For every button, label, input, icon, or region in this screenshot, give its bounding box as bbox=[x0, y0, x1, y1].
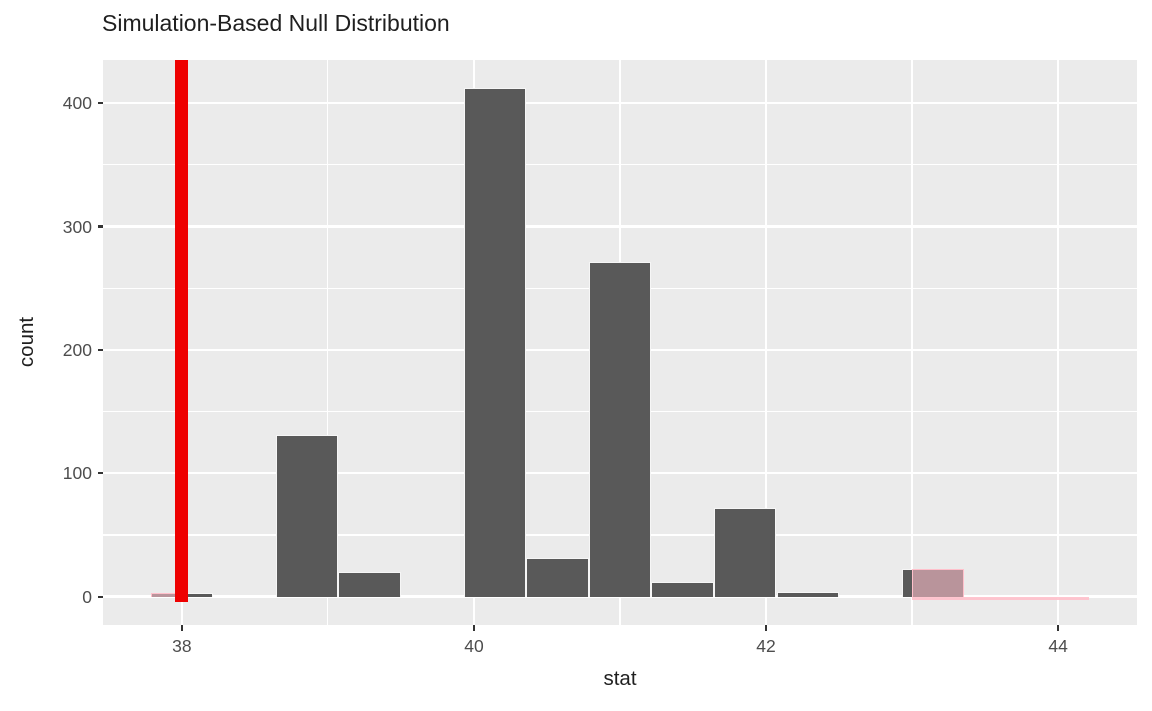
gridline-minor-vertical bbox=[327, 60, 329, 625]
shade-baseline-right bbox=[912, 597, 1090, 600]
x-axis-tick-mark bbox=[180, 625, 183, 631]
histogram-bar bbox=[713, 507, 777, 597]
x-axis-title: stat bbox=[603, 667, 637, 690]
gridline-major-vertical bbox=[764, 60, 768, 625]
y-axis-tick-mark bbox=[97, 225, 103, 228]
x-tick-label: 38 bbox=[172, 636, 192, 656]
chart-title: Simulation-Based Null Distribution bbox=[102, 10, 450, 36]
y-axis-tick-mark bbox=[97, 472, 103, 475]
x-axis-tick-mark bbox=[1057, 625, 1060, 631]
p-value-shade-overlay bbox=[912, 569, 965, 597]
gridline-major-vertical bbox=[1056, 60, 1060, 625]
gridline-major-horizontal bbox=[103, 595, 1137, 598]
histogram-bar bbox=[526, 558, 589, 597]
observed-stat-line bbox=[175, 60, 189, 602]
histogram-bar bbox=[776, 591, 840, 597]
histogram-bar bbox=[651, 581, 714, 597]
y-axis-tick-mark bbox=[97, 595, 103, 598]
y-tick-label: 0 bbox=[82, 586, 92, 607]
histogram-bar bbox=[338, 571, 401, 597]
gridline-major-horizontal bbox=[103, 225, 1137, 228]
y-tick-label: 400 bbox=[62, 93, 92, 114]
y-tick-label: 300 bbox=[62, 216, 92, 237]
y-axis-title: count bbox=[15, 316, 38, 368]
gridline-major-horizontal bbox=[103, 101, 1137, 105]
x-tick-label: 44 bbox=[1048, 636, 1068, 656]
x-tick-label: 42 bbox=[756, 636, 776, 656]
x-tick-label: 40 bbox=[464, 636, 484, 656]
gridline-minor-horizontal bbox=[103, 164, 1137, 166]
y-tick-label: 200 bbox=[62, 339, 92, 360]
y-tick-label: 100 bbox=[62, 463, 92, 484]
x-axis-tick-mark bbox=[472, 625, 476, 631]
plot-panel bbox=[103, 60, 1137, 625]
histogram-bar bbox=[588, 262, 652, 597]
histogram-bar bbox=[463, 88, 527, 597]
y-axis-tick-mark bbox=[97, 102, 103, 105]
y-axis-tick-mark bbox=[97, 348, 103, 351]
histogram-bar bbox=[275, 435, 339, 597]
x-axis-tick-mark bbox=[764, 625, 768, 631]
gridline-minor-vertical bbox=[911, 60, 913, 625]
